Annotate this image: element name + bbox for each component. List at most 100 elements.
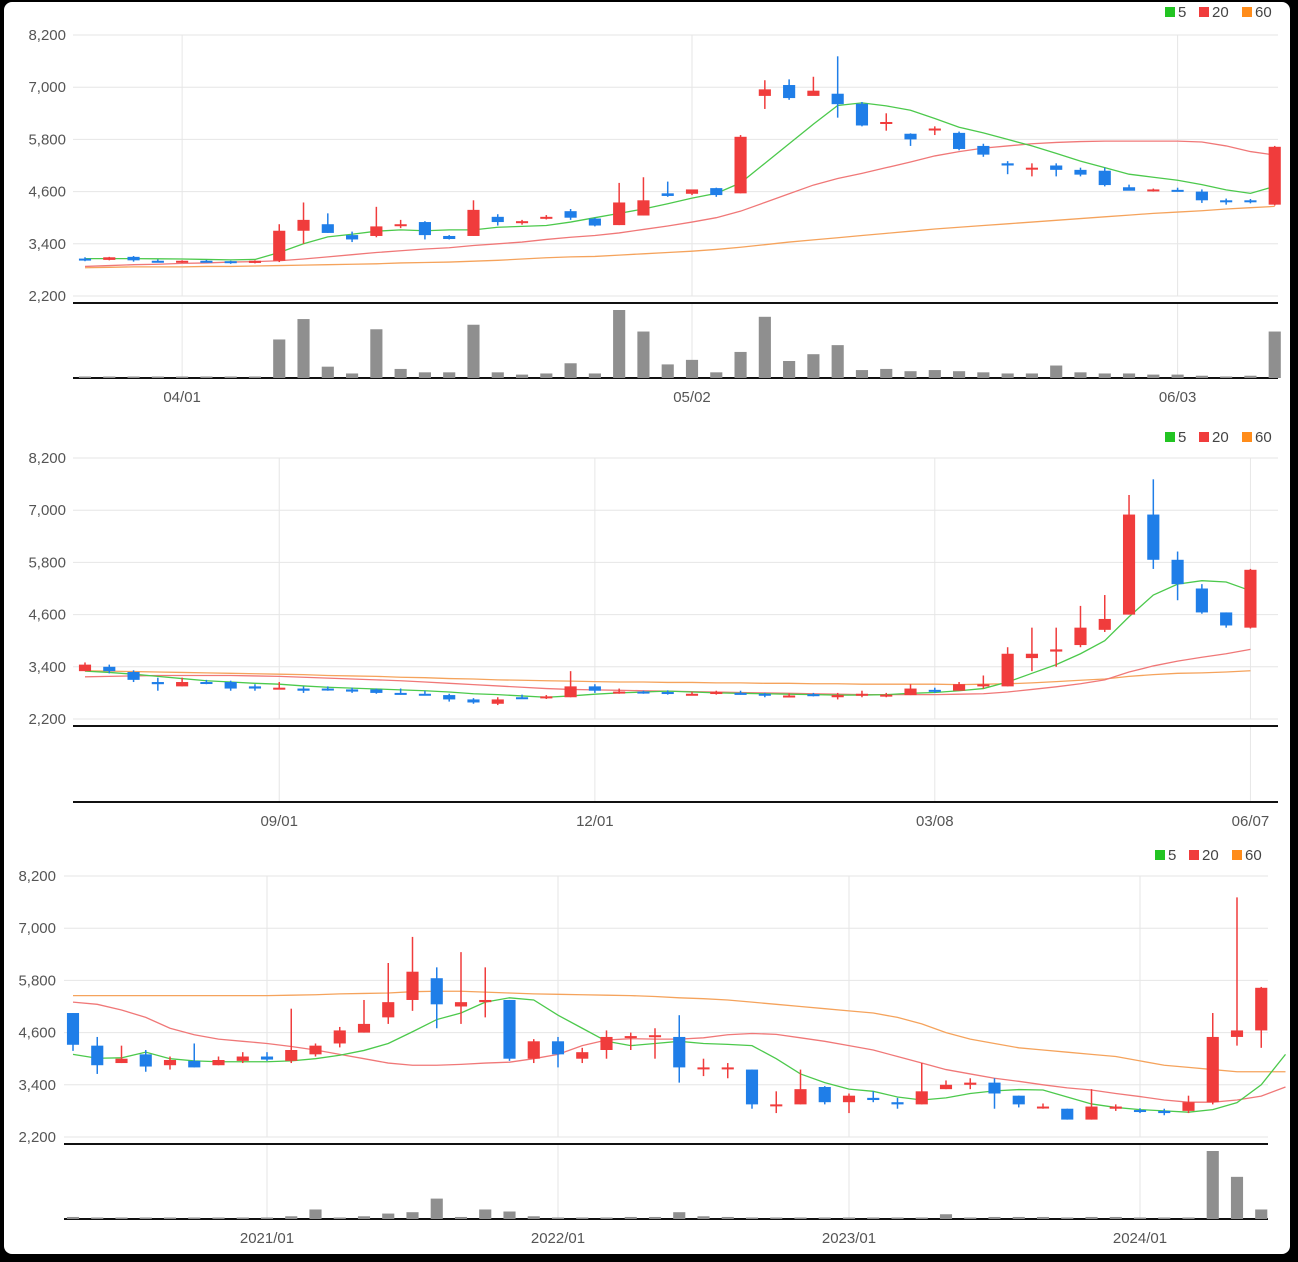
x-tick-label: 06/03 xyxy=(1159,389,1197,406)
candle xyxy=(613,182,626,226)
volume-bar xyxy=(551,1217,565,1219)
candle-body xyxy=(151,682,164,685)
legend: 5 20 60 xyxy=(1165,4,1272,21)
candle xyxy=(1025,163,1038,177)
candle-body xyxy=(1244,200,1257,203)
volume-bar xyxy=(710,372,723,378)
candle xyxy=(758,80,771,109)
candle-body xyxy=(321,688,334,691)
candle-body xyxy=(928,128,941,131)
candle-body xyxy=(236,1056,249,1061)
candle xyxy=(503,999,516,1061)
candle xyxy=(891,1097,904,1109)
candle xyxy=(346,231,359,243)
volume-bar xyxy=(880,368,893,378)
candle-body xyxy=(637,200,650,216)
candle xyxy=(1171,187,1184,192)
volume-bar xyxy=(333,1217,346,1219)
candle-body xyxy=(139,1054,152,1067)
candle-body xyxy=(745,1069,759,1105)
candle-body xyxy=(831,695,844,698)
candle xyxy=(1158,1108,1171,1116)
candle xyxy=(953,682,966,691)
candle-body xyxy=(248,686,262,689)
candle-body xyxy=(1025,653,1038,659)
candle xyxy=(1133,1108,1147,1114)
candle-body xyxy=(1133,1110,1147,1113)
candle xyxy=(685,692,699,696)
volume-bar xyxy=(977,372,990,378)
candle-body xyxy=(613,691,626,694)
volume-bar xyxy=(163,1217,177,1219)
candle-body xyxy=(1147,514,1160,560)
candle xyxy=(540,215,553,220)
volume-bar xyxy=(745,1217,759,1219)
candle xyxy=(1050,163,1063,177)
x-tick-label: 05/02 xyxy=(673,389,711,406)
volume-bar xyxy=(1001,373,1014,378)
candle xyxy=(624,1032,637,1050)
candle xyxy=(103,256,116,261)
volume-bar xyxy=(807,354,820,378)
volume-bar xyxy=(1061,1217,1074,1219)
volume-bar xyxy=(491,372,504,378)
candle xyxy=(236,1052,249,1064)
candle xyxy=(273,224,286,263)
candle xyxy=(467,200,480,236)
ma60-line xyxy=(84,670,1251,686)
volume-bar xyxy=(613,310,626,378)
candle xyxy=(1122,494,1136,615)
candle xyxy=(430,967,443,1029)
volume-bar xyxy=(515,374,529,378)
volume-bar xyxy=(115,1217,128,1219)
volume-bar xyxy=(540,373,553,378)
volume-bar xyxy=(1098,373,1111,378)
candle xyxy=(248,260,262,264)
volume-bar xyxy=(418,372,431,378)
candle xyxy=(953,131,966,151)
y-tick-label: 4,600 xyxy=(28,184,66,201)
candle xyxy=(418,690,431,696)
candle xyxy=(588,684,601,693)
candle-body xyxy=(588,686,601,691)
candle-body xyxy=(309,1045,322,1055)
legend-label: 20 xyxy=(1212,429,1229,446)
candle xyxy=(357,999,371,1033)
candle-body xyxy=(637,691,650,694)
candle xyxy=(880,692,893,698)
candle xyxy=(637,177,650,216)
candle xyxy=(710,187,723,197)
candle-body xyxy=(418,693,431,696)
candle xyxy=(346,687,359,693)
candle-body xyxy=(661,692,674,695)
candle-body xyxy=(855,103,869,126)
candle xyxy=(721,1063,734,1079)
candle xyxy=(418,221,431,240)
volume-bar xyxy=(357,1216,371,1219)
volume-bar xyxy=(964,1217,977,1219)
candle xyxy=(977,675,990,689)
candle-body xyxy=(1206,1036,1219,1103)
candle-body xyxy=(867,1097,880,1101)
candle-body xyxy=(1171,189,1184,192)
candle-body xyxy=(1195,588,1208,613)
x-tick-label: 09/01 xyxy=(260,813,298,830)
candle-body xyxy=(78,258,92,261)
candle xyxy=(1001,647,1014,687)
volume-bar xyxy=(1255,1209,1268,1219)
candle xyxy=(880,113,893,131)
candle-body xyxy=(346,235,359,240)
candle-body xyxy=(78,664,92,672)
candle xyxy=(710,690,723,695)
legend-swatch xyxy=(1232,850,1242,860)
volume-bar xyxy=(697,1216,710,1219)
volume-bar xyxy=(794,1217,807,1219)
candle xyxy=(224,260,237,264)
x-tick-label: 2021/01 xyxy=(240,1230,294,1247)
candle-body xyxy=(163,1060,177,1066)
candle xyxy=(1147,479,1160,569)
candle-body xyxy=(648,1035,662,1038)
volume-bar xyxy=(91,1217,104,1219)
candle xyxy=(515,219,529,225)
volume-bar xyxy=(224,376,237,378)
